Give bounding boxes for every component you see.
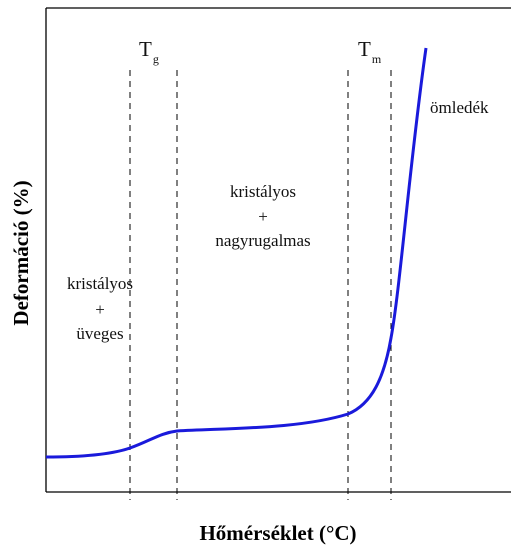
tm-boundaries [347,70,392,500]
region-glassy-line-1: kristályos [67,274,133,293]
region-glassy: kristályos + üveges [67,274,133,343]
deformation-curve [45,47,428,459]
tm-label: Tm [358,37,382,66]
tg-label: Tg [139,37,159,66]
region-rubbery-line-1: kristályos [230,182,296,201]
tg-boundaries [129,70,178,500]
region-glassy-line-2: + [95,300,105,319]
region-glassy-line-3: üveges [76,324,123,343]
region-rubbery-line-3: nagyrugalmas [215,231,310,250]
y-axis-title: Deformáció (%) [9,180,33,325]
x-axis-title: Hőmérséklet (°C) [199,521,356,545]
region-rubbery: kristályos + nagyrugalmas [215,182,310,250]
region-rubbery-line-2: + [258,207,268,226]
region-melt: ömledék [430,98,489,117]
